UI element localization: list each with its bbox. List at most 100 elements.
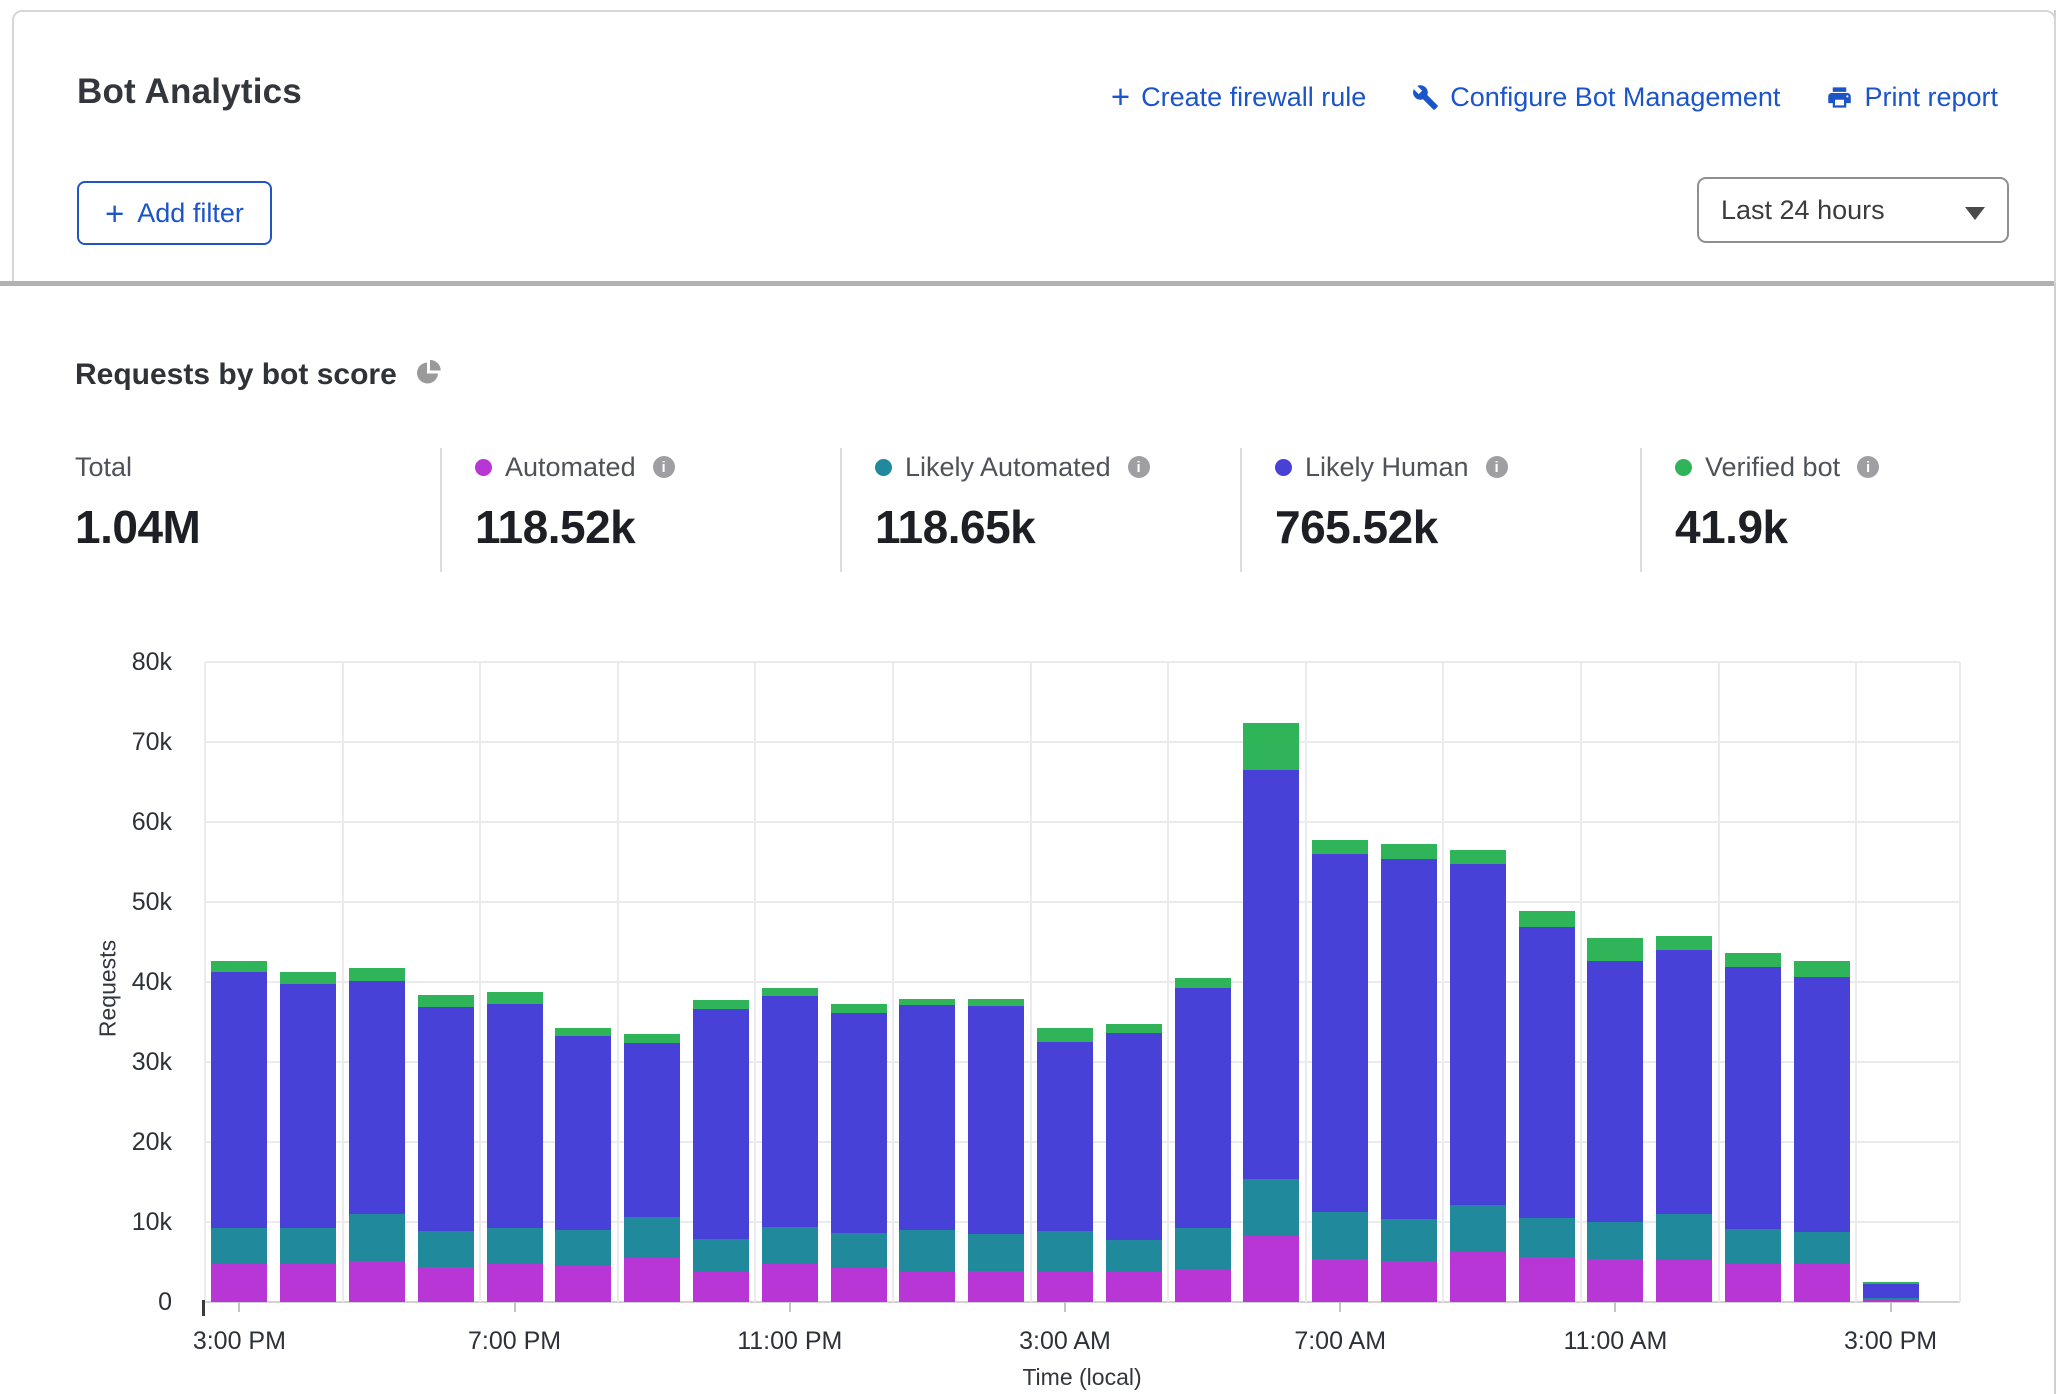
- chart-bar[interactable]: [1587, 938, 1644, 1302]
- segment-automated: [1037, 1271, 1093, 1302]
- segment-likely-human: [899, 1005, 956, 1230]
- chart-bar[interactable]: [555, 1027, 612, 1302]
- v-gridline: [1855, 662, 1858, 1302]
- x-tick-label: 11:00 AM: [1563, 1327, 1668, 1355]
- time-range-select[interactable]: Last 24 hours: [1697, 177, 2009, 243]
- segment-automated: [624, 1258, 681, 1302]
- info-icon[interactable]: i: [1127, 456, 1150, 478]
- chart-bar[interactable]: [280, 972, 337, 1302]
- chart-bar[interactable]: [417, 994, 474, 1302]
- info-icon[interactable]: i: [1485, 456, 1508, 478]
- segment-verified-bot: [1656, 936, 1713, 950]
- v-gridline: [1167, 662, 1170, 1302]
- likely-human-legend-dot: [1275, 458, 1292, 476]
- segment-likely-human: [830, 1013, 887, 1234]
- segment-likely-automated: [486, 1227, 543, 1265]
- chart-bar[interactable]: [1656, 936, 1713, 1302]
- stat-automated-value: 118.52k: [475, 501, 636, 553]
- y-axis-label: Requests: [94, 939, 121, 1038]
- v-gridline: [892, 662, 894, 1302]
- segment-likely-human: [417, 1006, 474, 1231]
- segment-verified-bot: [1587, 938, 1644, 962]
- likely-automated-legend-dot: [875, 458, 892, 476]
- stat-likely-automated: Likely Automated i 118.65k: [875, 452, 1150, 554]
- segment-likely-automated: [1174, 1228, 1231, 1270]
- segment-automated: [761, 1263, 818, 1302]
- segment-likely-human: [1725, 966, 1781, 1230]
- segment-verified-bot: [1518, 910, 1575, 927]
- segment-likely-human: [349, 981, 405, 1214]
- stats-row: Total 1.04M Automated i 118.52k Likely Automa…: [0, 448, 2070, 578]
- segment-likely-automated: [830, 1233, 887, 1268]
- segment-likely-automated: [624, 1217, 681, 1258]
- segment-automated: [968, 1270, 1025, 1302]
- stat-total-header: Total: [75, 452, 200, 482]
- x-tick-label: 3:00 PM: [1844, 1327, 1938, 1355]
- segment-likely-human: [1862, 1283, 1919, 1298]
- segment-likely-automated: [417, 1230, 474, 1267]
- v-gridline: [1959, 662, 1961, 1302]
- add-filter-button[interactable]: + Add filter: [77, 181, 272, 245]
- chart-bar[interactable]: [1037, 1028, 1093, 1302]
- stat-automated-label: Automated: [505, 451, 636, 482]
- segment-verified-bot: [1793, 961, 1850, 978]
- chart-bar[interactable]: [349, 968, 405, 1302]
- segment-automated: [486, 1264, 543, 1302]
- chart-bar[interactable]: [899, 998, 956, 1302]
- segment-verified-bot: [1381, 843, 1437, 859]
- segment-likely-automated: [1656, 1214, 1713, 1261]
- card-right-border: [2054, 10, 2056, 1394]
- chart-bar[interactable]: [486, 992, 543, 1302]
- configure-bot-management-link[interactable]: Configure Bot Management: [1412, 82, 1780, 113]
- segment-verified-bot: [1312, 839, 1369, 854]
- verified-bot-legend-dot: [1675, 458, 1692, 476]
- chart-bar[interactable]: [211, 961, 268, 1302]
- segment-verified-bot: [486, 992, 543, 1005]
- header-actions: + Create firewall rule Configure Bot Manag…: [1111, 80, 1998, 115]
- chart-bar[interactable]: [1449, 850, 1506, 1302]
- chart-bar[interactable]: [693, 1000, 749, 1302]
- chart-bar[interactable]: [1174, 978, 1231, 1302]
- segment-verified-bot: [1243, 722, 1300, 770]
- chart-bar[interactable]: [1381, 843, 1437, 1302]
- chart-bar[interactable]: [830, 1004, 887, 1302]
- chart-bar[interactable]: [1518, 910, 1575, 1302]
- segment-verified-bot: [349, 968, 405, 982]
- pie-chart-icon: [415, 359, 442, 391]
- h-gridline: [205, 821, 1960, 823]
- section-divider: [0, 281, 2054, 286]
- header-card: Bot Analytics + Create firewall rule Confi…: [12, 10, 2056, 283]
- v-gridline: [341, 662, 344, 1302]
- segment-likely-automated: [761, 1226, 818, 1264]
- print-report-label: Print report: [1864, 82, 1998, 112]
- chart-bar[interactable]: [761, 988, 818, 1302]
- chart-bar[interactable]: [1725, 953, 1781, 1302]
- chart-bar[interactable]: [1862, 1282, 1919, 1302]
- segment-likely-automated: [1312, 1212, 1369, 1259]
- printer-icon: [1826, 84, 1853, 111]
- x-tick-mark: [1889, 1302, 1892, 1312]
- stat-likely-automated-label: Likely Automated: [905, 451, 1111, 482]
- chart-bar[interactable]: [1243, 722, 1300, 1302]
- info-icon[interactable]: i: [652, 456, 675, 478]
- segment-automated: [1587, 1258, 1644, 1302]
- v-gridline: [1580, 662, 1582, 1302]
- segment-likely-human: [1312, 854, 1369, 1213]
- chart-bar[interactable]: [1105, 1024, 1162, 1302]
- plus-icon: +: [1110, 78, 1131, 115]
- print-report-link[interactable]: Print report: [1826, 82, 1998, 113]
- chart-bar[interactable]: [624, 1034, 681, 1302]
- info-icon[interactable]: i: [1857, 456, 1880, 478]
- segment-likely-automated: [968, 1234, 1025, 1271]
- chart-bar[interactable]: [1793, 961, 1850, 1302]
- create-firewall-rule-link[interactable]: + Create firewall rule: [1111, 80, 1366, 115]
- segment-verified-bot: [555, 1027, 612, 1037]
- segment-verified-bot: [1037, 1028, 1093, 1042]
- segment-likely-automated: [1725, 1229, 1781, 1264]
- segment-likely-human: [624, 1042, 681, 1218]
- chart-bar[interactable]: [1312, 839, 1369, 1302]
- segment-automated: [555, 1265, 612, 1302]
- stat-verified-bot-value: 41.9k: [1675, 501, 1788, 553]
- chart-bar[interactable]: [968, 998, 1025, 1302]
- segment-likely-automated: [1037, 1230, 1093, 1272]
